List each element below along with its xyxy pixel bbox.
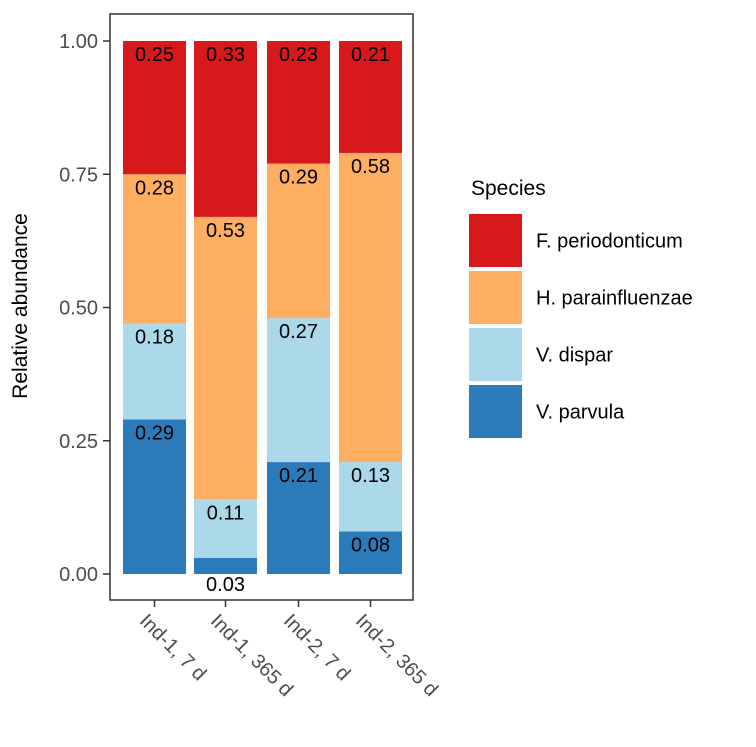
y-axis-title: Relative abundance [9, 213, 32, 399]
y-tick-label: 1.00 [59, 31, 98, 53]
y-tick-label: 0.50 [59, 298, 98, 320]
data-label-v-dispar-ind-1-7-d: 0.18 [135, 326, 174, 348]
data-label-h-parainfluenzae-ind-1-365-d: 0.53 [206, 220, 245, 242]
data-label-h-parainfluenzae-ind-2-7-d: 0.29 [279, 167, 318, 189]
bar-v-dispar-ind-2-7-d [267, 318, 330, 463]
legend-key-v-parvula [469, 385, 522, 438]
data-label-v-parvula-ind-1-365-d: 0.03 [206, 574, 245, 596]
legend-key-f-periodonticum [469, 214, 522, 267]
bar-v-dispar-ind-2-365-d [339, 462, 402, 532]
data-label-v-dispar-ind-1-365-d: 0.11 [207, 502, 244, 524]
bar-v-dispar-ind-1-365-d [194, 499, 257, 559]
x-tick-label-ind-2-7-d: Ind-2, 7 d [279, 610, 354, 685]
data-labels-group: 0.29 0.18 0.28 0.25 0.03 0.11 0.53 0.33 0.21 0.27… [135, 44, 390, 596]
bar-h-parainfluenzae-ind-1-365-d [194, 216, 257, 500]
data-label-f-periodonticum-ind-2-365-d: 0.21 [351, 44, 390, 66]
legend-label-v-parvula: V. parvula [536, 402, 625, 424]
bar-f-periodonticum-ind-2-365-d [339, 41, 402, 153]
bar-v-dispar-ind-1-7-d [123, 323, 186, 420]
data-label-v-dispar-ind-2-7-d: 0.27 [279, 321, 318, 343]
data-label-v-parvula-ind-2-365-d: 0.08 [351, 534, 390, 556]
bars-group [123, 41, 402, 574]
data-label-v-dispar-ind-2-365-d: 0.13 [351, 465, 390, 487]
data-label-v-parvula-ind-1-7-d: 0.29 [135, 422, 174, 444]
bar-h-parainfluenzae-ind-2-7-d [267, 163, 330, 319]
bar-v-parvula-ind-2-7-d [267, 462, 330, 574]
bar-h-parainfluenzae-ind-2-365-d [339, 152, 402, 463]
legend-label-v-dispar: V. dispar [536, 345, 613, 367]
bar-h-parainfluenzae-ind-1-7-d [123, 174, 186, 324]
bar-v-parvula-ind-1-365-d [194, 558, 257, 574]
bar-f-periodonticum-ind-1-365-d [194, 41, 257, 217]
data-label-h-parainfluenzae-ind-1-7-d: 0.28 [135, 177, 174, 199]
bar-v-parvula-ind-2-365-d [339, 531, 402, 574]
legend-key-h-parainfluenzae [469, 271, 522, 324]
bar-v-parvula-ind-1-7-d [123, 419, 186, 574]
data-label-h-parainfluenzae-ind-2-365-d: 0.58 [351, 156, 390, 178]
y-tick-label: 0.25 [59, 431, 98, 453]
y-tick-label: 0.00 [59, 564, 98, 586]
bar-f-periodonticum-ind-1-7-d [123, 41, 186, 175]
bar-f-periodonticum-ind-2-7-d [267, 41, 330, 164]
y-axis: 0.00 0.25 0.50 0.75 1.00 [59, 31, 110, 586]
legend: Species F. periodonticum H. parainfluenza… [469, 177, 693, 438]
legend-label-f-periodonticum: F. periodonticum [536, 231, 683, 253]
data-label-v-parvula-ind-2-7-d: 0.21 [279, 465, 318, 487]
data-label-f-periodonticum-ind-1-7-d: 0.25 [135, 44, 174, 66]
legend-title: Species [471, 177, 546, 200]
x-tick-label-ind-1-7-d: Ind-1, 7 d [135, 610, 210, 685]
data-label-f-periodonticum-ind-2-7-d: 0.23 [279, 44, 318, 66]
data-label-f-periodonticum-ind-1-365-d: 0.33 [206, 44, 245, 66]
y-tick-label: 0.75 [59, 164, 98, 186]
legend-key-v-dispar [469, 328, 522, 381]
x-tick-label-ind-2-365-d: Ind-2, 365 d [351, 610, 442, 701]
legend-label-h-parainfluenzae: H. parainfluenzae [536, 288, 693, 310]
